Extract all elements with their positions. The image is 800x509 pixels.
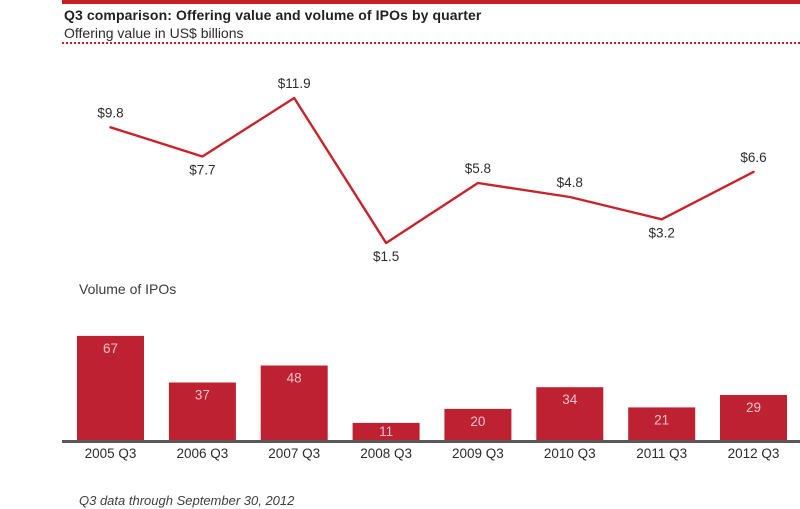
volume-bar xyxy=(444,408,512,440)
x-axis-label: 2011 Q3 xyxy=(636,446,687,461)
line-point-label: $1.5 xyxy=(373,249,399,264)
x-axis-label: 2007 Q3 xyxy=(268,446,320,461)
volume-bar xyxy=(352,422,420,440)
bar-value-label: 11 xyxy=(379,424,393,439)
offering-value-line xyxy=(109,96,755,245)
line-point-label: $6.6 xyxy=(740,150,766,165)
x-axis-label: 2012 Q3 xyxy=(728,446,780,461)
line-point-label: $7.7 xyxy=(189,163,215,178)
bar-value-label: 29 xyxy=(746,400,761,415)
ipo-volume-bar-chart: 67 37 48 11 20 34 21 29 2005 Q3 2006 Q3 2007 Q3 200… xyxy=(62,335,800,461)
bar-value-label: 21 xyxy=(654,412,669,427)
volume-bar xyxy=(536,387,604,440)
volume-bar xyxy=(168,382,236,440)
dotted-divider xyxy=(62,42,800,44)
x-axis-label: 2006 Q3 xyxy=(177,446,229,461)
x-axis-label: 2005 Q3 xyxy=(85,446,137,461)
x-axis-label: 2008 Q3 xyxy=(360,446,412,461)
bar-value-label: 34 xyxy=(562,392,578,407)
volume-bar xyxy=(77,335,144,440)
x-axis-label: 2009 Q3 xyxy=(452,446,504,461)
bar-value-label: 48 xyxy=(287,371,302,386)
volume-bar xyxy=(720,395,787,440)
line-point-label: $5.8 xyxy=(465,161,491,176)
bar-value-label: 67 xyxy=(103,341,118,356)
volume-bar xyxy=(628,407,696,440)
page-title: Q3 comparison: Offering value and volume… xyxy=(64,7,482,23)
line-point-label: $3.2 xyxy=(649,225,675,240)
line-point-label: $9.8 xyxy=(97,105,123,120)
footnote: Q3 data through September 30, 2012 xyxy=(79,493,295,508)
top-accent-rule xyxy=(62,0,800,4)
line-point-label: $4.8 xyxy=(557,175,583,190)
volume-bar xyxy=(260,365,328,440)
bar-value-label: 37 xyxy=(195,388,210,403)
line-point-label: $11.9 xyxy=(278,76,311,91)
x-axis-label: 2010 Q3 xyxy=(544,446,596,461)
offering-value-line-chart: $9.8 $7.7 $11.9 $1.5 $5.8 $4.8 $3.2 $6.6 xyxy=(97,76,766,264)
chart-subtitle: Offering value in US$ billions xyxy=(64,25,244,41)
bar-chart-title: Volume of IPOs xyxy=(79,281,177,297)
bar-value-label: 20 xyxy=(470,414,485,429)
